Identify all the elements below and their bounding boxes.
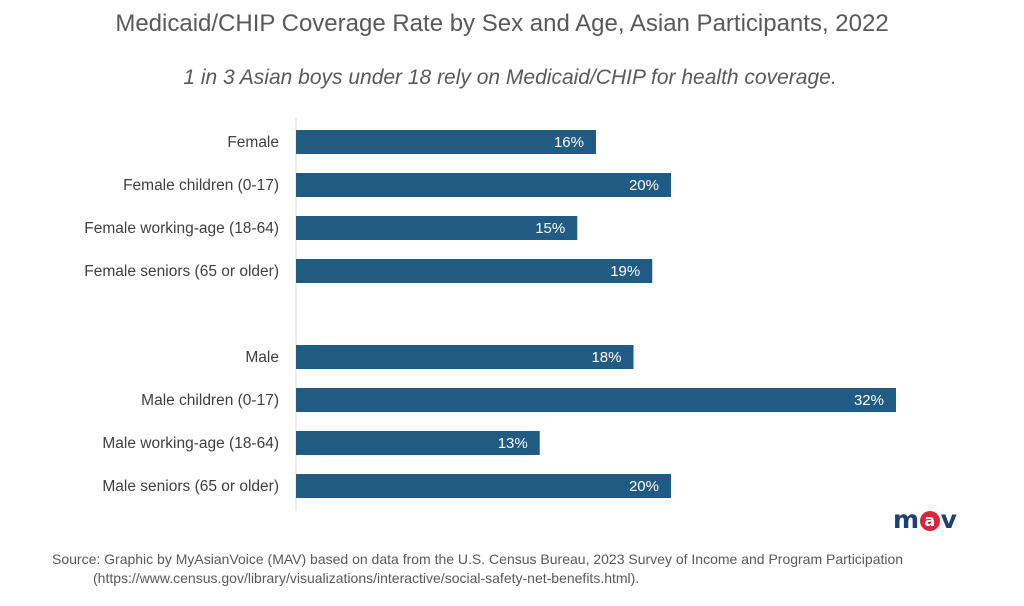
bar [296, 474, 671, 498]
logo-letter-a: a [919, 511, 940, 531]
data-label: 32% [854, 392, 884, 409]
source-line-1: Source: Graphic by MyAsianVoice (MAV) ba… [52, 551, 904, 567]
data-label: 18% [591, 349, 621, 366]
logo-letter-m: m [893, 505, 919, 534]
category-label: Female children (0-17) [123, 177, 279, 194]
data-label: 15% [535, 220, 565, 237]
data-label: 19% [610, 263, 640, 280]
category-label: Female seniors (65 or older) [84, 263, 279, 280]
category-label: Male working-age (18-64) [102, 435, 279, 452]
source-line-2: (https://www.census.gov/library/visualiz… [93, 570, 640, 586]
bar [296, 431, 540, 455]
category-label: Female [227, 134, 279, 151]
bar [296, 216, 578, 240]
bar [296, 388, 896, 412]
category-label: Female working-age (18-64) [84, 220, 279, 237]
data-label: 20% [629, 177, 659, 194]
source-note: Source: Graphic by MyAsianVoice (MAV) ba… [52, 550, 992, 588]
chart-subtitle: 1 in 3 Asian boys under 18 rely on Medic… [183, 66, 837, 89]
bar [296, 345, 634, 369]
category-label: Male [245, 349, 279, 366]
data-label: 16% [554, 134, 584, 151]
bar-chart: Female 16% Female children (0-17) 20% Female… [84, 118, 896, 511]
bar [296, 130, 596, 154]
data-label: 13% [498, 435, 528, 452]
chart-title: Medicaid/CHIP Coverage Rate by Sex and A… [115, 10, 889, 37]
category-label: Male seniors (65 or older) [102, 478, 279, 495]
category-label: Male children (0-17) [141, 392, 279, 409]
bar [296, 173, 671, 197]
data-label: 20% [629, 478, 659, 495]
bar [296, 259, 653, 283]
logo-letter-v: v [940, 505, 957, 534]
